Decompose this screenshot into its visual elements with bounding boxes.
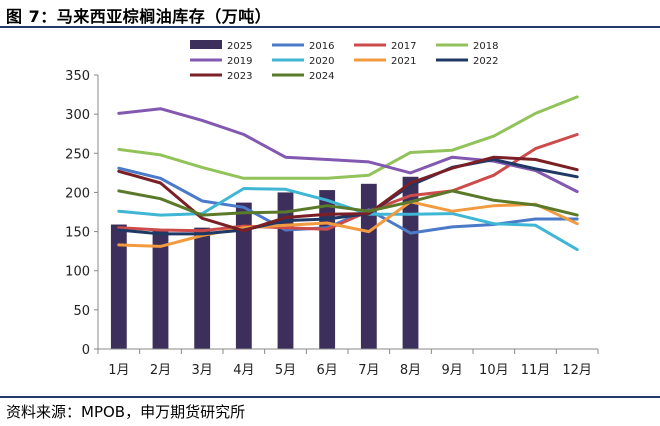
bar-2025-1月: [110, 224, 127, 349]
legend-label-2025: 2025: [227, 41, 252, 52]
x-tick-label: 6月: [317, 363, 338, 378]
bar-2025-4月: [235, 202, 252, 349]
legend-label-2019: 2019: [227, 56, 252, 67]
legend-swatch-2025: [190, 40, 222, 49]
line-series: [117, 95, 579, 252]
line-2017: [117, 133, 579, 233]
legend-label-2021: 2021: [391, 56, 416, 67]
line-2019: [117, 107, 579, 194]
legend-label-2017: 2017: [391, 41, 416, 52]
bar-2025-8月: [402, 176, 419, 349]
legend-label-2022: 2022: [473, 56, 498, 67]
chart-title: 图 7：马来西亚棕榈油库存（万吨）: [6, 7, 272, 26]
bar-2025-5月: [277, 192, 294, 349]
x-tick-label: 5月: [275, 363, 296, 378]
x-tick-label: 8月: [400, 363, 421, 378]
legend-label-2020: 2020: [309, 56, 334, 67]
line-2022: [117, 158, 579, 236]
y-tick-label: 100: [65, 265, 90, 280]
x-tick-label: 9月: [442, 363, 463, 378]
bar-2025-3月: [194, 227, 211, 349]
x-tick-label: 3月: [192, 363, 213, 378]
y-tick-label: 350: [65, 69, 90, 84]
x-tick-label: 4月: [233, 363, 254, 378]
bar-2025-2月: [152, 230, 169, 349]
x-tick-label: 2月: [150, 363, 171, 378]
x-tick-label: 11月: [521, 363, 551, 378]
bar-2025-7月: [360, 183, 377, 349]
y-tick-label: 0: [82, 343, 90, 358]
line-2024: [117, 189, 579, 217]
source-rule: [0, 396, 660, 398]
x-tick-label: 7月: [358, 363, 379, 378]
source-note: 资料来源：MPOB，申万期货研究所: [6, 403, 246, 421]
y-tick-label: 150: [65, 226, 90, 241]
bar-series-2025: [110, 176, 419, 349]
y-tick-label: 50: [73, 304, 90, 319]
x-tick-label: 10月: [479, 363, 509, 378]
x-tick-label: 12月: [562, 363, 592, 378]
title-rule: [0, 26, 660, 28]
y-tick-label: 200: [65, 186, 90, 201]
y-tick-label: 250: [65, 147, 90, 162]
chart: 2025 2016 2017 2018 2019 2020 2021 2022 2023 2024…: [65, 40, 599, 378]
x-tick-label: 1月: [108, 363, 129, 378]
line-2021: [117, 200, 579, 248]
x-axis: 1月 2月 3月 4月 5月 6月 7月 8月 9月 10月 11月 12月: [97, 348, 599, 378]
legend-label-2023: 2023: [227, 71, 252, 82]
line-2018: [117, 95, 579, 180]
legend-label-2018: 2018: [473, 41, 498, 52]
y-tick-label: 300: [65, 108, 90, 123]
y-axis: 0 50 100 150 200 250 300 350: [65, 69, 99, 358]
legend: 2025 2016 2017 2018 2019 2020 2021 2022 2023 2024: [190, 40, 498, 82]
legend-label-2016: 2016: [309, 41, 334, 52]
legend-label-2024: 2024: [309, 71, 334, 82]
